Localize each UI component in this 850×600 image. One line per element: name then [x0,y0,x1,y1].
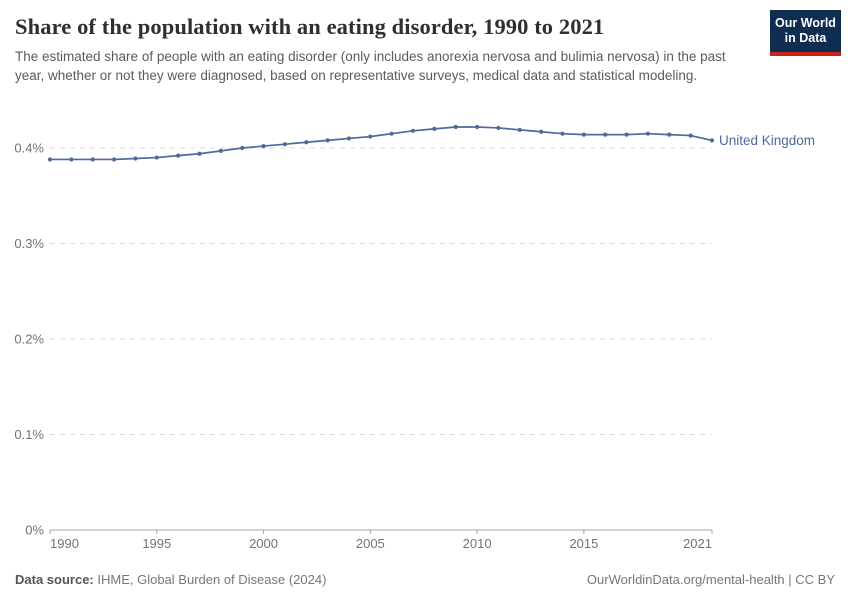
data-point[interactable] [581,132,586,137]
chart-footer: Data source: IHME, Global Burden of Dise… [15,572,835,587]
credit-link[interactable]: OurWorldinData.org/mental-health | CC BY [586,572,835,587]
x-axis-label: 2021 [683,536,712,551]
data-point[interactable] [517,127,522,132]
y-axis-label: 0.3% [14,236,44,251]
entity-label[interactable]: United Kingdom [719,133,815,148]
data-point[interactable] [496,125,501,131]
chart-subtitle: The estimated share of people with an ea… [15,49,726,83]
data-point[interactable] [453,124,458,130]
data-point[interactable] [410,128,416,133]
data-point[interactable] [539,129,544,134]
data-point[interactable] [197,151,202,156]
owid-logo[interactable]: Our World in Data [770,10,841,56]
y-axis-label: 0% [25,523,44,538]
y-axis-label: 0.2% [14,332,44,347]
data-point[interactable] [261,143,266,149]
data-source: Data source: IHME, Global Burden of Dise… [15,572,326,587]
data-point[interactable] [133,156,138,161]
y-axis-label: 0.1% [14,427,44,442]
x-axis-label: 2015 [569,536,598,551]
logo-line1: Our World [775,16,836,30]
data-point[interactable] [69,157,74,162]
x-axis-label: 2005 [356,536,385,551]
data-point[interactable] [560,131,565,136]
data-point[interactable] [176,153,181,158]
data-source-label: Data source: [15,572,94,587]
trend-line[interactable] [50,126,713,161]
data-point[interactable] [240,145,245,151]
chart-title: Share of the population with an eating d… [15,14,605,39]
y-axis-label: 0.4% [14,141,44,156]
data-point[interactable] [688,133,693,138]
data-point[interactable] [47,157,53,162]
data-point[interactable] [111,157,117,162]
logo-line2: in Data [784,31,827,46]
data-point[interactable] [667,132,672,137]
chart-header: Share of the population with an eating d… [0,0,850,85]
data-point[interactable] [474,124,480,130]
data-point[interactable] [368,134,373,139]
x-axis-label: 1990 [50,536,79,551]
data-point[interactable] [346,136,352,141]
data-point[interactable] [645,131,651,136]
data-point[interactable] [389,131,394,136]
data-point[interactable] [432,126,437,131]
data-point[interactable] [624,132,629,137]
data-source-value: IHME, Global Burden of Disease (2024) [97,572,327,587]
data-point[interactable] [304,140,309,145]
data-point[interactable] [603,132,608,137]
data-point[interactable] [325,138,330,143]
data-point[interactable] [90,157,95,162]
x-axis-label: 1995 [142,536,171,551]
data-point[interactable] [218,148,223,153]
data-point[interactable] [709,138,715,143]
data-point[interactable] [282,142,288,147]
x-axis-label: 2010 [463,536,492,551]
data-point[interactable] [154,155,159,160]
x-axis-label: 2000 [249,536,278,551]
